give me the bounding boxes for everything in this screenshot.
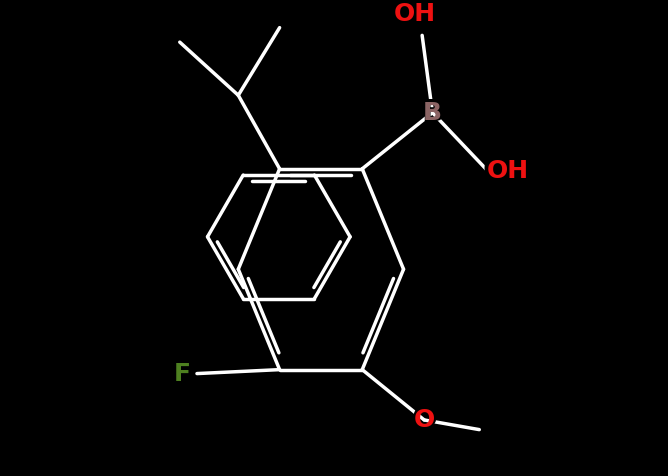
Text: OH: OH — [487, 159, 529, 183]
Text: OH: OH — [389, 0, 441, 29]
Text: F: F — [173, 362, 190, 386]
Text: O: O — [413, 408, 435, 432]
Text: B: B — [421, 98, 444, 127]
Text: O: O — [411, 406, 437, 435]
Text: OH: OH — [482, 156, 534, 185]
Text: F: F — [172, 359, 192, 388]
Text: OH: OH — [394, 2, 436, 26]
Text: B: B — [423, 100, 442, 125]
